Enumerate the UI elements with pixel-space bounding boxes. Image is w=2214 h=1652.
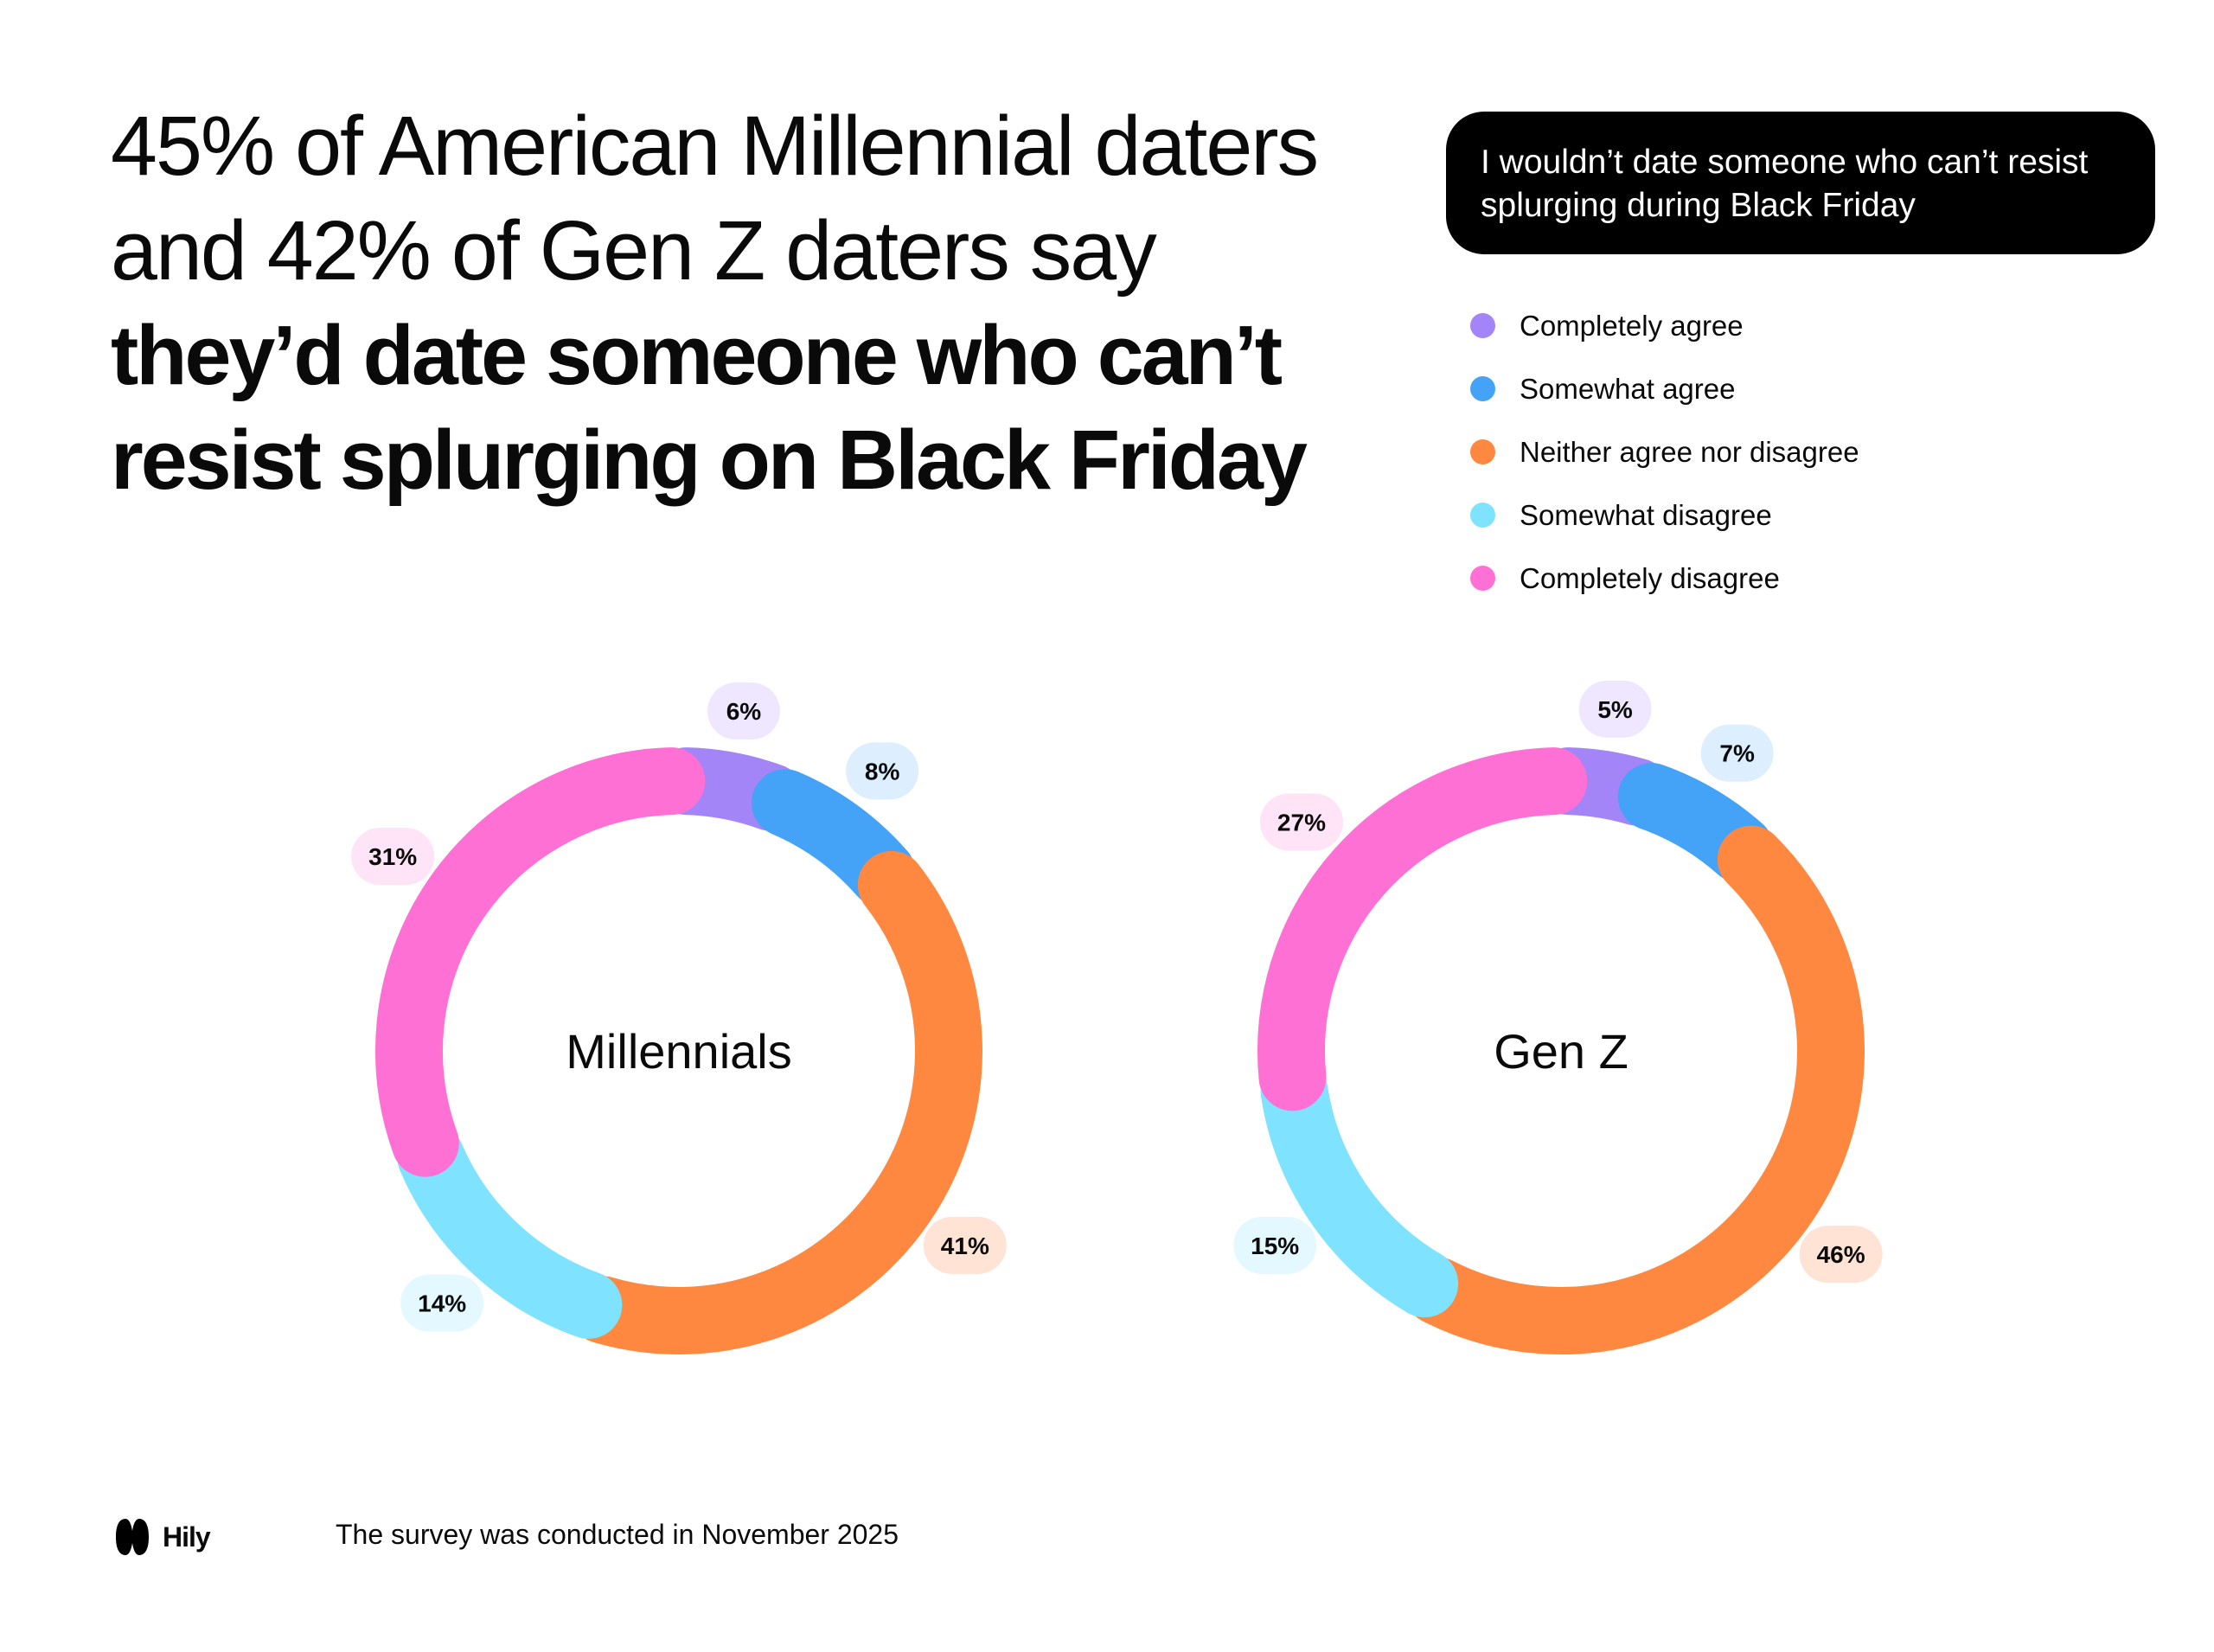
legend-dot	[1470, 503, 1495, 528]
data-label: 8%	[846, 742, 919, 800]
data-label: 6%	[707, 682, 780, 740]
data-label-text: 31%	[368, 843, 417, 870]
data-label-bg	[1259, 793, 1343, 851]
headline: 45% of American Millennial daters and 42…	[111, 93, 1373, 512]
data-label-bg	[1233, 1216, 1317, 1274]
chart-title: Gen Z	[1494, 1024, 1629, 1079]
data-label: 15%	[1233, 1216, 1317, 1274]
chart-title: Millennials	[566, 1024, 791, 1079]
hily-logo: Hily	[111, 1515, 211, 1559]
data-label-text: 41%	[941, 1233, 989, 1259]
data-label-text: 15%	[1251, 1233, 1299, 1259]
legend-dot	[1470, 566, 1495, 591]
data-label: 14%	[400, 1274, 484, 1332]
data-label-bg	[846, 742, 919, 800]
data-label-text: 27%	[1277, 809, 1326, 836]
legend-item-somewhat-disagree: Somewhat disagree	[1470, 483, 1859, 547]
survey-note: The survey was conducted in November 202…	[336, 1519, 899, 1550]
brand-name: Hily	[163, 1521, 211, 1553]
legend-label: Somewhat agree	[1520, 372, 1736, 405]
legend-dot	[1470, 313, 1495, 338]
data-label-text: 5%	[1597, 696, 1633, 723]
data-label-bg	[923, 1216, 1007, 1274]
data-label-text: 6%	[726, 698, 762, 725]
legend-label: Somewhat disagree	[1520, 498, 1772, 531]
legend-item-somewhat-agree: Somewhat agree	[1470, 357, 1859, 420]
donut-slice-completely-disagree	[375, 747, 706, 1177]
data-label-bg	[1700, 724, 1774, 782]
data-label-bg	[707, 682, 780, 740]
donut-slice-completely-disagree	[1257, 747, 1588, 1111]
data-label-bg	[400, 1274, 484, 1332]
data-label: 41%	[923, 1216, 1007, 1274]
legend-label: Completely agree	[1520, 309, 1744, 342]
hily-logo-icon	[116, 1519, 149, 1555]
data-label-text: 46%	[1817, 1241, 1865, 1268]
data-label-text: 7%	[1719, 740, 1755, 767]
data-label: 5%	[1578, 680, 1652, 738]
question-box: I wouldn’t date someone who can’t resist…	[1446, 112, 2155, 254]
data-label: 31%	[351, 828, 435, 886]
data-label-text: 8%	[865, 758, 900, 784]
data-label: 46%	[1799, 1226, 1883, 1284]
legend-dot	[1470, 376, 1495, 401]
donut-slice-somewhat-disagree	[397, 1123, 623, 1339]
data-label-bg	[1578, 680, 1652, 738]
legend-label: Completely disagree	[1520, 561, 1780, 594]
legend-label: Neither agree nor disagree	[1520, 435, 1859, 468]
legend-dot	[1470, 439, 1495, 464]
headline-normal: 45% of American Millennial daters and 42…	[111, 99, 1319, 298]
legend-item-neither: Neither agree nor disagree	[1470, 420, 1859, 483]
donut-slice-neither-agree-nor-disagree	[568, 850, 982, 1354]
data-label: 27%	[1259, 793, 1343, 851]
legend-item-completely-agree: Completely agree	[1470, 294, 1859, 357]
legend: Completely agree Somewhat agree Neither …	[1470, 294, 1859, 610]
data-label-bg	[1799, 1226, 1883, 1284]
headline-bold: they’d date someone who can’t resist spl…	[111, 308, 1308, 507]
data-label-bg	[351, 828, 435, 886]
donut-slice-neither-agree-nor-disagree	[1404, 825, 1865, 1354]
legend-item-completely-disagree: Completely disagree	[1470, 547, 1859, 610]
data-label: 7%	[1700, 724, 1774, 782]
donut-slice-somewhat-disagree	[1260, 1058, 1459, 1318]
data-label-text: 14%	[418, 1290, 466, 1317]
